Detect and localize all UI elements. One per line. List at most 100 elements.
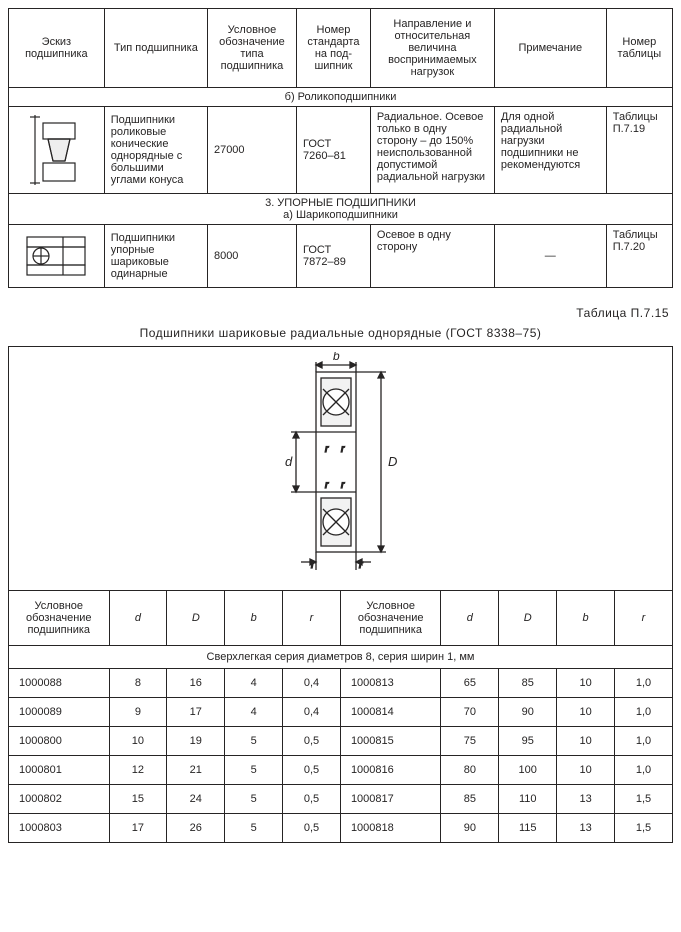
cell-tbl: Таблицы П.7.20: [606, 225, 672, 288]
cell: 0,4: [283, 669, 341, 698]
cell-type: Подшипники роликовые конические однорядн…: [104, 107, 207, 194]
dh-code1: Условное обозначение подшипника: [9, 591, 110, 646]
cell: 115: [499, 814, 557, 843]
cell: 5: [225, 785, 283, 814]
cell: 21: [167, 756, 225, 785]
cell: 1,0: [615, 669, 673, 698]
row-thrust-ball: Подшипники упорные шариковые одинарные 8…: [9, 225, 673, 288]
label-D: D: [388, 454, 397, 469]
cell: 0,5: [283, 727, 341, 756]
dh-b1: b: [225, 591, 283, 646]
cell: 1,0: [615, 756, 673, 785]
cell: 100: [499, 756, 557, 785]
header-row: Эскиз подшипника Тип подшипника Условное…: [9, 9, 673, 88]
cell: 0,5: [283, 756, 341, 785]
bearing-diagram-cell: r r r r r r b d D: [9, 347, 673, 591]
cell-load: Радиальное. Осевое только в одну сторону…: [370, 107, 494, 194]
cell-std: ГОСТ 7260–81: [296, 107, 370, 194]
dim-rows-body: 100008881640,410008136585101,01000089917…: [9, 669, 673, 843]
bearing-types-table: Эскиз подшипника Тип подшипника Условное…: [8, 8, 673, 288]
series-row: Сверхлегкая серия диаметров 8, серия шир…: [9, 646, 673, 669]
thrust-ball-icon: [21, 229, 91, 283]
cell: 1,5: [615, 814, 673, 843]
table-number-label: Таблица П.7.15: [8, 306, 669, 320]
series-label: Сверхлегкая серия диаметров 8, серия шир…: [9, 646, 673, 669]
table-row: 1000802152450,5100081785110131,5: [9, 785, 673, 814]
table-row: 1000803172650,5100081890115131,5: [9, 814, 673, 843]
cell: 10: [557, 698, 615, 727]
cell: 1000814: [340, 698, 441, 727]
dh-D2: D: [499, 591, 557, 646]
cell: 4: [225, 669, 283, 698]
cell-note: —: [494, 225, 606, 288]
cell: 10: [109, 727, 167, 756]
section-b-row: б) Роликоподшипники: [9, 88, 673, 107]
cell-note: Для одной радиальной нагрузки подшипники…: [494, 107, 606, 194]
dh-b2: b: [557, 591, 615, 646]
cell: 1000816: [340, 756, 441, 785]
cell: 1000801: [9, 756, 110, 785]
cell: 12: [109, 756, 167, 785]
dh-d1: d: [109, 591, 167, 646]
hdr-load: Направление и относительная величина вос…: [370, 9, 494, 88]
cell: 15: [109, 785, 167, 814]
sketch-tapered: [9, 107, 105, 194]
table-row: 100008991740,410008147090101,0: [9, 698, 673, 727]
hdr-std: Номер стандарта на под­шипник: [296, 9, 370, 88]
cell: 1000089: [9, 698, 110, 727]
cell: 8: [109, 669, 167, 698]
cell: 13: [557, 785, 615, 814]
bearing-cross-section-icon: r r r r r r b d D: [241, 352, 441, 582]
cell: 1000813: [340, 669, 441, 698]
cell: 90: [441, 814, 499, 843]
cell: 5: [225, 756, 283, 785]
cell: 1000803: [9, 814, 110, 843]
cell-std: ГОСТ 7872–89: [296, 225, 370, 288]
diagram-row: r r r r r r b d D: [9, 347, 673, 591]
svg-text:r: r: [325, 444, 329, 455]
cell: 80: [441, 756, 499, 785]
svg-text:r: r: [325, 480, 329, 491]
cell: 75: [441, 727, 499, 756]
cell: 0,5: [283, 785, 341, 814]
cell: 17: [109, 814, 167, 843]
dh-code2: Условное обозначение подшипника: [340, 591, 441, 646]
cell: 0,5: [283, 814, 341, 843]
cell: 0,4: [283, 698, 341, 727]
cell: 5: [225, 814, 283, 843]
cell: 1000802: [9, 785, 110, 814]
cell: 90: [499, 698, 557, 727]
dh-r2: r: [615, 591, 673, 646]
cell: 1000817: [340, 785, 441, 814]
cell: 1,5: [615, 785, 673, 814]
hdr-type: Тип подшипника: [104, 9, 207, 88]
dim-header-row: Условное обозначение подшипника d D b r …: [9, 591, 673, 646]
cell: 10: [557, 756, 615, 785]
cell: 85: [499, 669, 557, 698]
section-3-row: 3. УПОРНЫЕ ПОДШИПНИКИ а) Шарикоподшипник…: [9, 194, 673, 225]
tapered-roller-icon: [25, 111, 87, 189]
cell: 17: [167, 698, 225, 727]
cell: 5: [225, 727, 283, 756]
cell-type: Подшипники упорные шариковые одинарные: [104, 225, 207, 288]
cell: 1000818: [340, 814, 441, 843]
label-b: b: [333, 352, 340, 363]
hdr-tbl: Номер таблицы: [606, 9, 672, 88]
table-row: 1000801122150,5100081680100101,0: [9, 756, 673, 785]
cell: 4: [225, 698, 283, 727]
cell: 1000800: [9, 727, 110, 756]
cell-code: 27000: [207, 107, 296, 194]
cell: 16: [167, 669, 225, 698]
sketch-thrust: [9, 225, 105, 288]
cell: 110: [499, 785, 557, 814]
svg-text:r: r: [341, 444, 345, 455]
cell-tbl: Таблицы П.7.19: [606, 107, 672, 194]
cell: 13: [557, 814, 615, 843]
dh-d2: d: [441, 591, 499, 646]
cell: 19: [167, 727, 225, 756]
section-3-cell: 3. УПОРНЫЕ ПОДШИПНИКИ а) Шарикоподшипник…: [9, 194, 673, 225]
cell: 65: [441, 669, 499, 698]
hdr-sketch: Эскиз подшипника: [9, 9, 105, 88]
cell: 10: [557, 727, 615, 756]
hdr-note: Примечание: [494, 9, 606, 88]
